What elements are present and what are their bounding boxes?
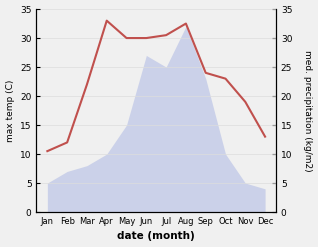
X-axis label: date (month): date (month) bbox=[117, 231, 195, 242]
Y-axis label: med. precipitation (kg/m2): med. precipitation (kg/m2) bbox=[303, 50, 313, 171]
Y-axis label: max temp (C): max temp (C) bbox=[5, 79, 15, 142]
